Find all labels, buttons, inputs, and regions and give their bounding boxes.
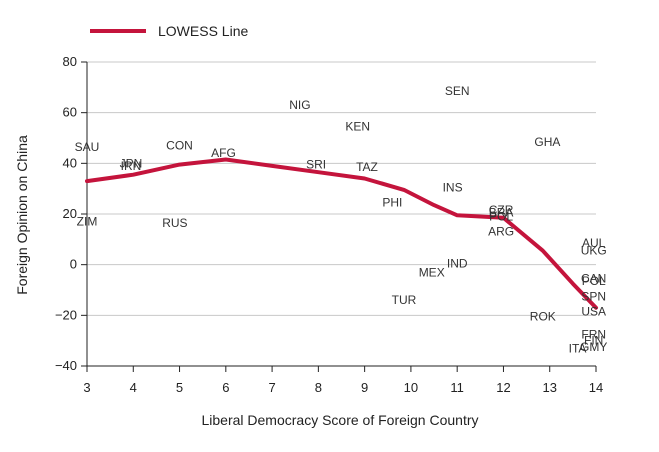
country-point-ita: ITA (569, 341, 587, 355)
country-point-tur: TUR (392, 293, 417, 307)
country-point-zim: ZIM (77, 215, 98, 229)
country-point-aul: AUL (582, 236, 606, 250)
country-point-gmy: GMY (580, 340, 607, 354)
country-point-irn: IRN (121, 159, 142, 173)
grid-lines (87, 61, 596, 367)
y-tick-label: −20 (55, 307, 77, 322)
lowess-line (85, 157, 598, 310)
country-point-nig: NIG (289, 98, 310, 112)
x-tick-label: 11 (450, 380, 464, 395)
x-tick-label: 3 (83, 380, 90, 395)
country-point-phi: PHI (382, 196, 402, 210)
axes (81, 61, 597, 372)
x-tick-label: 10 (404, 380, 418, 395)
x-tick-label: 8 (315, 380, 322, 395)
country-point-pol: POL (489, 210, 513, 224)
country-point-usa: USA (581, 305, 606, 319)
country-point-czr: CZR (489, 203, 514, 217)
legend: LOWESS Line (90, 23, 248, 39)
x-axis-title: Liberal Democracy Score of Foreign Count… (201, 412, 478, 428)
country-point-pol: POL (582, 274, 606, 288)
country-point-jpn: JPN (120, 156, 143, 170)
y-tick-label: 80 (63, 54, 77, 69)
country-point-spn: SPN (581, 289, 606, 303)
y-tick-label: 20 (63, 206, 77, 221)
x-tick-label: 6 (222, 380, 229, 395)
country-point-afg: AFG (211, 146, 236, 160)
country-point-con: CON (166, 139, 193, 153)
country-point-rus: RUS (162, 216, 187, 230)
country-point-ins: INS (443, 180, 463, 194)
x-tick-label: 5 (176, 380, 183, 395)
country-point-can: CAN (581, 272, 606, 286)
country-point-frn: FRN (581, 327, 606, 341)
x-tick-label: 4 (130, 380, 137, 395)
x-tick-label: 14 (589, 380, 603, 395)
lowess-series (85, 157, 598, 310)
y-tick-label: 0 (70, 257, 77, 272)
country-point-mex: MEX (419, 265, 445, 279)
x-tick-label: 7 (268, 380, 275, 395)
country-point-gha: GHA (534, 135, 560, 149)
y-tick-label: 60 (63, 105, 77, 120)
country-point-bra: BRA (489, 206, 514, 220)
country-point-sau: SAU (75, 140, 100, 154)
x-tick-labels: 3 4 5 6 7 8 9 10 11 12 13 14 (83, 380, 603, 395)
x-tick-label: 12 (496, 380, 510, 395)
country-point-sri: SRI (306, 158, 326, 172)
x-tick-label: 13 (542, 380, 556, 395)
country-point-ukg: UKG (581, 244, 607, 258)
country-point-ken: KEN (345, 120, 370, 134)
country-point-taz: TAZ (356, 160, 378, 174)
legend-label-lowess: LOWESS Line (158, 23, 248, 39)
country-point-sen: SEN (445, 84, 470, 98)
y-tick-label: 40 (63, 155, 77, 170)
country-point-fin: FIN (584, 334, 603, 348)
y-tick-label: −40 (55, 358, 77, 373)
x-tick-label: 9 (361, 380, 368, 395)
country-point-rok: ROK (530, 310, 556, 324)
country-point-ind: IND (447, 256, 468, 270)
country-point-arg: ARG (488, 225, 514, 239)
y-tick-labels: 80 60 40 20 0 −20 −40 (55, 54, 77, 373)
y-axis-title: Foreign Opinion on China (14, 135, 30, 295)
